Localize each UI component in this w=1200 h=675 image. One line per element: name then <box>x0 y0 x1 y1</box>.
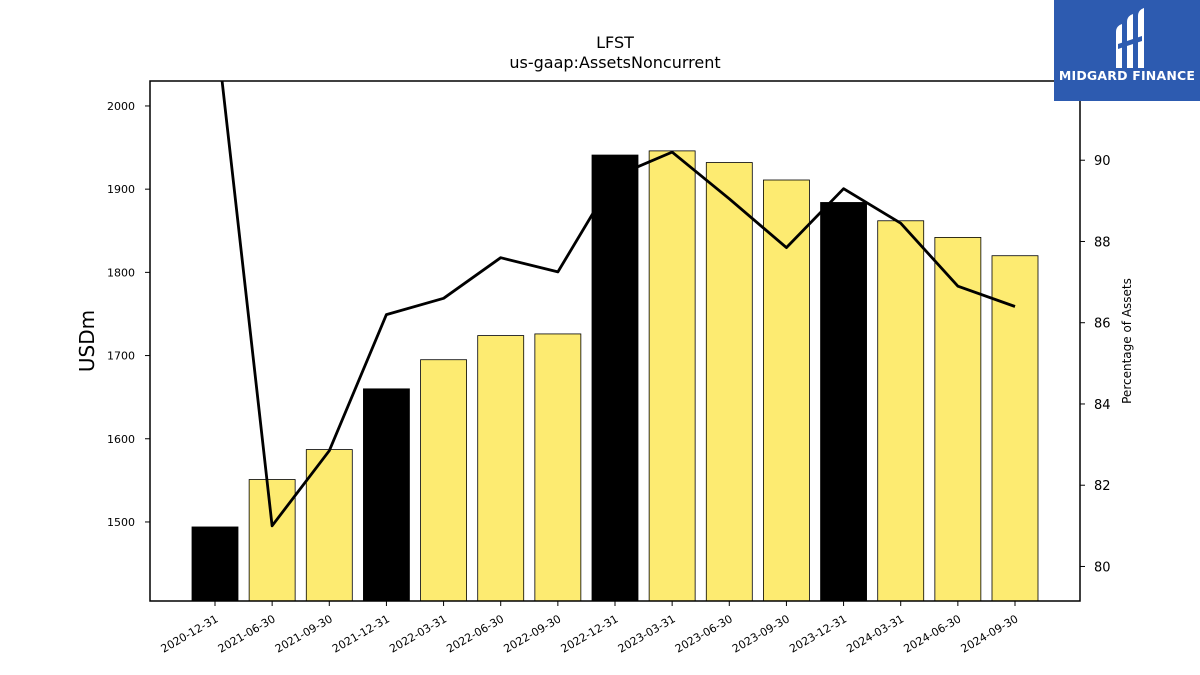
x-tick-label: 2022-03-31 <box>387 612 449 655</box>
chart-subtitle: us-gaap:AssetsNoncurrent <box>509 53 720 72</box>
chart-title: LFST <box>596 33 634 52</box>
midgard-logo-icon <box>1116 8 1144 68</box>
bar-2021-06-30 <box>248 479 296 602</box>
y-tick-label: 2000 <box>107 100 135 113</box>
left-axis: 1500 1600 1700 1800 1900 2000 <box>107 100 150 529</box>
y2-tick-label: 80 <box>1094 560 1111 575</box>
bar-2020-12-31 <box>191 526 239 602</box>
bar-2022-09-30 <box>534 333 582 602</box>
bar-2022-03-31 <box>420 359 467 602</box>
y-tick-label: 1700 <box>107 350 135 363</box>
bar-2023-06-30 <box>705 162 753 602</box>
y2-tick-label: 82 <box>1094 479 1111 494</box>
bar-2022-12-31 <box>591 154 639 602</box>
line-layer <box>220 81 1016 528</box>
x-tick-label: 2024-03-31 <box>844 612 906 655</box>
logo-text: MIDGARD FINANCE <box>1058 68 1196 83</box>
bar-2024-06-30 <box>934 237 982 602</box>
bar-2021-09-30 <box>305 449 353 602</box>
x-tick-label: 2021-12-31 <box>330 612 392 655</box>
x-axis: 2020-12-312021-06-302021-09-302021-12-31… <box>159 601 1021 656</box>
midgard-finance-logo: MIDGARD FINANCE <box>1054 0 1200 101</box>
percentage-line <box>220 81 1016 528</box>
x-tick-label: 2023-03-31 <box>616 612 678 655</box>
y2-tick-label: 88 <box>1094 235 1111 250</box>
bars-layer <box>191 150 1039 602</box>
bar-2021-12-31 <box>363 388 410 602</box>
y-tick-label: 1900 <box>107 183 135 196</box>
x-tick-label: 2022-12-31 <box>559 612 621 655</box>
y-axis-label: USDm <box>75 310 99 372</box>
y-tick-label: 1600 <box>107 433 135 446</box>
y2-tick-label: 90 <box>1094 154 1111 169</box>
x-tick-label: 2021-06-30 <box>216 612 278 655</box>
y-tick-label: 1800 <box>107 266 135 279</box>
bar-2024-03-31 <box>877 220 925 602</box>
bar-2023-09-30 <box>763 179 810 602</box>
y2-axis-label: Percentage of Assets <box>1120 278 1134 404</box>
x-tick-label: 2023-06-30 <box>673 612 735 655</box>
y2-tick-label: 86 <box>1094 317 1111 332</box>
y-tick-label: 1500 <box>107 516 135 529</box>
x-tick-label: 2024-06-30 <box>901 612 963 655</box>
bar-2024-09-30 <box>991 255 1039 602</box>
x-tick-label: 2023-12-31 <box>787 612 849 655</box>
bar-2022-06-30 <box>477 335 525 602</box>
bar-2023-12-31 <box>820 202 867 602</box>
x-tick-label: 2022-06-30 <box>444 612 506 655</box>
x-tick-label: 2021-09-30 <box>273 612 335 655</box>
y2-tick-label: 84 <box>1094 398 1111 413</box>
bar-2023-03-31 <box>648 150 696 602</box>
x-tick-label: 2024-09-30 <box>959 612 1021 655</box>
right-axis: 80 82 84 86 88 90 <box>1080 154 1111 575</box>
x-tick-label: 2022-09-30 <box>501 612 563 655</box>
x-tick-label: 2023-09-30 <box>730 612 792 655</box>
x-tick-label: 2020-12-31 <box>159 612 221 655</box>
